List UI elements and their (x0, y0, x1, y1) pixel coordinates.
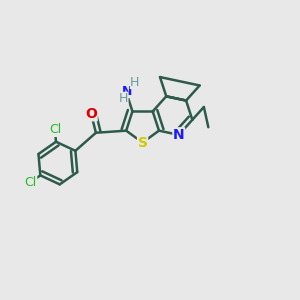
Text: S: S (138, 136, 148, 150)
Text: Cl: Cl (25, 176, 37, 189)
Text: Cl: Cl (49, 123, 61, 136)
Text: N: N (122, 85, 133, 98)
Text: O: O (85, 107, 97, 121)
Text: H: H (119, 92, 128, 105)
Text: H: H (130, 76, 140, 89)
Text: N: N (173, 128, 184, 142)
